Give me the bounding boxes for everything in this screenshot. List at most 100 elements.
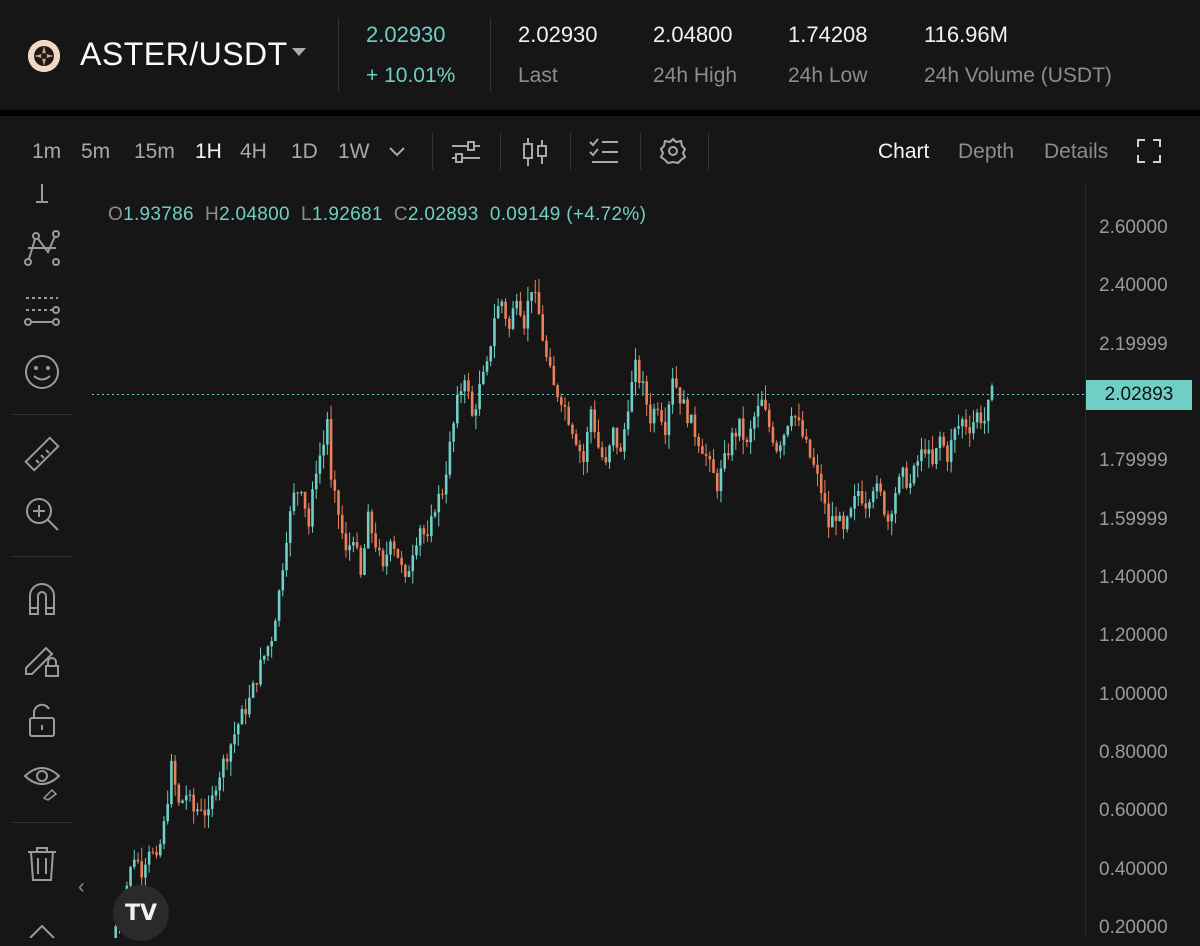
- timeframe-1h[interactable]: 1H: [195, 140, 222, 163]
- candle-body: [834, 516, 838, 521]
- candle: [248, 685, 251, 718]
- candlestick-type-icon[interactable]: [520, 136, 550, 173]
- candle: [526, 286, 530, 342]
- indicators-list-icon[interactable]: [588, 136, 620, 171]
- tab-details[interactable]: Details: [1044, 140, 1109, 163]
- timeframe-5m[interactable]: 5m: [81, 140, 111, 163]
- chevron-up-icon[interactable]: [22, 918, 62, 938]
- unlock-icon[interactable]: [22, 700, 62, 740]
- candle-body: [467, 380, 470, 392]
- candle-body: [912, 465, 916, 484]
- candle: [132, 849, 136, 870]
- tab-depth[interactable]: Depth: [958, 140, 1015, 163]
- candle: [352, 536, 355, 553]
- gear-icon[interactable]: [658, 136, 688, 171]
- candle: [734, 428, 738, 451]
- candle-body: [585, 432, 589, 463]
- price-axis[interactable]: [1085, 184, 1086, 938]
- candle-body: [619, 447, 622, 452]
- price-chart[interactable]: [0, 184, 1085, 938]
- candle-body: [329, 419, 333, 480]
- candle-body: [949, 440, 953, 462]
- fibonacci-tool-icon[interactable]: [22, 292, 62, 332]
- candle: [407, 565, 411, 578]
- candle-body: [396, 548, 400, 558]
- candle-body: [667, 404, 671, 436]
- candle: [225, 753, 229, 771]
- candle: [181, 799, 184, 804]
- candle-body: [515, 300, 519, 309]
- candle: [333, 470, 337, 503]
- lock-drawing-icon[interactable]: [22, 638, 62, 678]
- candle-body: [363, 548, 366, 575]
- chevron-down-icon[interactable]: [292, 48, 306, 56]
- candle: [935, 447, 938, 470]
- candle: [270, 636, 273, 658]
- tab-chart[interactable]: Chart: [878, 140, 930, 163]
- trash-icon[interactable]: [22, 844, 62, 884]
- candle-body: [456, 394, 459, 424]
- magnet-icon[interactable]: [22, 578, 62, 618]
- candle-body: [285, 542, 288, 571]
- candle: [957, 414, 960, 435]
- candle-body: [779, 445, 782, 452]
- chevron-left-icon[interactable]: ‹: [78, 876, 85, 898]
- indicator-settings-icon[interactable]: [450, 138, 482, 171]
- candle-body: [589, 409, 593, 433]
- candle: [296, 491, 299, 506]
- candle-body: [470, 391, 474, 416]
- candle: [344, 521, 348, 558]
- candle-body: [805, 436, 808, 440]
- candle-body: [489, 346, 493, 362]
- candle-body: [177, 784, 181, 803]
- candle-body: [656, 408, 660, 411]
- candle-body: [173, 760, 177, 785]
- candle: [649, 392, 652, 432]
- candle-body: [649, 404, 652, 424]
- candle: [953, 426, 957, 453]
- fullscreen-icon[interactable]: [1136, 138, 1162, 169]
- candle: [697, 433, 700, 454]
- pattern-tool-icon[interactable]: [22, 228, 62, 268]
- ohlc-low: 1.92681: [311, 204, 383, 225]
- candle-body: [682, 399, 686, 404]
- candle-body: [701, 446, 704, 454]
- candle-body: [567, 406, 571, 425]
- candle-body: [533, 292, 537, 294]
- timeframe-1d[interactable]: 1D: [291, 140, 318, 163]
- eye-icon[interactable]: [22, 758, 62, 801]
- emoji-icon[interactable]: [22, 352, 62, 392]
- crosshair-icon[interactable]: [22, 184, 62, 224]
- market-header: ASTER/USDT 2.02930 + 10.01% 2.02930 Last…: [0, 0, 1200, 110]
- candle: [288, 506, 292, 557]
- tradingview-logo-icon[interactable]: TV: [113, 885, 169, 941]
- candle: [385, 541, 389, 575]
- candle-body: [270, 641, 273, 647]
- candle-body: [727, 453, 730, 456]
- candle: [663, 407, 667, 445]
- timeframe-1w[interactable]: 1W: [338, 140, 370, 163]
- candle: [760, 391, 764, 407]
- candle-body: [311, 489, 314, 527]
- candle: [886, 510, 890, 531]
- candle: [972, 410, 975, 440]
- candle-body: [277, 590, 281, 621]
- candle: [593, 400, 597, 439]
- trading-pair-selector[interactable]: ASTER/USDT: [80, 36, 288, 72]
- candle: [519, 291, 522, 317]
- candle: [548, 348, 552, 369]
- candle: [404, 563, 407, 583]
- candle-body: [968, 427, 972, 434]
- chevron-down-icon[interactable]: [386, 140, 408, 167]
- y-tick: 0.60000: [1099, 800, 1168, 821]
- candle-body: [218, 777, 221, 791]
- candle-body: [545, 340, 548, 357]
- ruler-icon[interactable]: [22, 434, 62, 474]
- timeframe-15m[interactable]: 15m: [134, 140, 175, 163]
- timeframe-4h[interactable]: 4H: [240, 140, 267, 163]
- zoom-in-icon[interactable]: [22, 494, 62, 534]
- timeframe-1m[interactable]: 1m: [32, 140, 62, 163]
- stat-24h-high-value: 2.04800: [653, 22, 733, 47]
- y-tick: 0.40000: [1099, 859, 1168, 880]
- candle: [511, 301, 515, 331]
